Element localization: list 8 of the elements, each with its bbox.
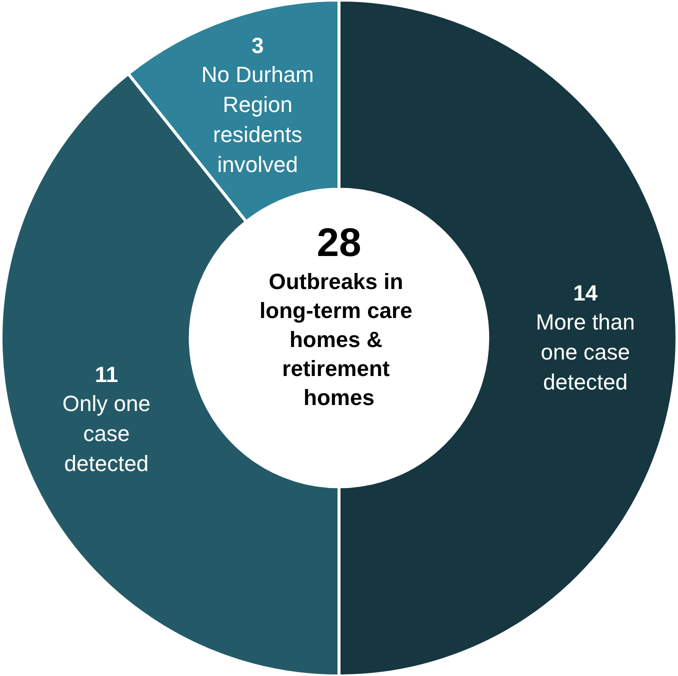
data-label: 3 <box>252 32 264 58</box>
text: 28 <box>316 221 362 265</box>
slice-label: Only one case detected <box>62 390 150 476</box>
slice-label: No Durham Region residents involved <box>201 62 314 177</box>
slice-label: More than one case detected <box>536 310 635 394</box>
data-label: 14 <box>573 280 598 306</box>
data-label: 11 <box>94 362 118 387</box>
text: Outbreaks in long-term care homes & retirement homes <box>260 269 418 410</box>
